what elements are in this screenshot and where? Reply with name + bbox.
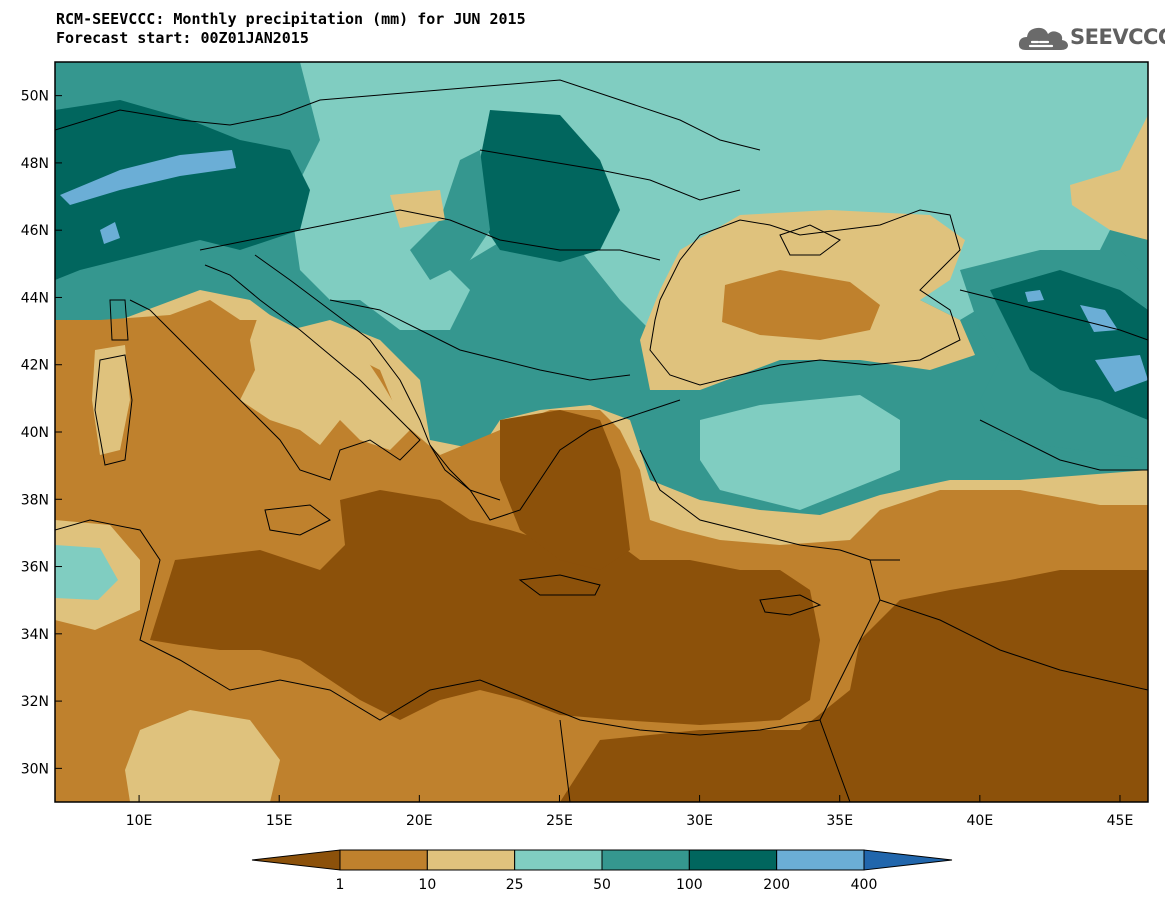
colorbar-box [339, 849, 428, 871]
coast-italy [129, 264, 421, 481]
colorbar-level-label: 400 [851, 877, 878, 893]
field-caucasus-blue [1080, 305, 1118, 332]
lat-tick-label: 30N [21, 761, 49, 777]
lon-tick-label: 20E [406, 813, 433, 829]
chart-title: RCM-SEEVCCC: Monthly precipitation (mm) … [56, 10, 526, 28]
lat-tick-label: 50N [21, 89, 49, 105]
lat-tick-label: 34N [21, 627, 49, 643]
colorbar-level-label: 25 [506, 877, 524, 893]
border-europe-1 [55, 79, 761, 151]
field-italy-tan [240, 310, 410, 450]
lon-tick-label: 45E [1107, 813, 1134, 829]
colorbar-box [688, 849, 778, 871]
colorbar-lower-extend [251, 849, 341, 871]
border-europe-2 [199, 209, 661, 261]
lon-tick-label: 40E [967, 813, 994, 829]
field-sardinia-tan [92, 345, 130, 455]
cloud-logo-icon [1018, 27, 1068, 50]
colorbar-level-label: 200 [763, 877, 790, 893]
coast-sicily [264, 504, 331, 536]
lat-tick-label: 42N [21, 358, 49, 374]
field-blacksea-brown [722, 270, 880, 340]
chart-subtitle: Forecast start: 00Z01JAN2015 [56, 29, 309, 47]
colorbar-level-label: 1 [336, 877, 345, 893]
coastlines-borders [55, 79, 1148, 802]
lon-tick-label: 35E [826, 813, 853, 829]
coast-cyprus [759, 594, 822, 616]
lat-tick-label: 46N [21, 223, 49, 239]
field-hungary-tan [390, 190, 445, 228]
field-east-tan [1070, 115, 1148, 240]
field-anatolia-teal [700, 395, 900, 510]
border-carpathians [479, 149, 741, 201]
lat-tick-label: 44N [21, 290, 49, 306]
field-caucasus-blue-2 [1095, 355, 1148, 392]
border-turkey-east [979, 419, 1148, 471]
lat-tick-label: 48N [21, 156, 49, 172]
colorbar-box [426, 849, 516, 871]
field-carpathian-teal [410, 150, 490, 280]
coast-turkey-south [639, 449, 900, 561]
lat-tick-label: 32N [21, 694, 49, 710]
lon-tick-label: 30E [686, 813, 713, 829]
coast-crete [518, 574, 601, 596]
colorbar-box [776, 849, 865, 871]
precipitation-map: 10E 15E 20E 25E 30E 35E 40E 45E 30N 32N 34N 36N 38N 4… [21, 61, 1149, 829]
lat-tick-label: 38N [21, 492, 49, 508]
field-alps-blue-2 [100, 222, 120, 244]
coast-crimea [779, 224, 841, 256]
colorbar-box [514, 849, 603, 871]
colorbar-level-label: 10 [418, 877, 436, 893]
field-arabia-darkbrown [560, 570, 1148, 802]
coast-adriatic-east [254, 254, 501, 501]
border-egypt [559, 719, 851, 802]
colorbar-labels: 1 10 25 50 100 200 400 [336, 877, 878, 893]
coast-greece [429, 399, 681, 521]
border-balkans [329, 299, 631, 381]
colorbar-box [601, 849, 690, 871]
coast-black-sea [649, 209, 961, 386]
lon-tick-label: 25E [546, 813, 573, 829]
colorbar-upper-extend [863, 849, 953, 871]
coast-corsica [109, 299, 129, 341]
coast-levant [819, 559, 881, 721]
seevccc-logo: SEEVCCC [1018, 22, 1165, 56]
coast-africa [55, 519, 821, 736]
field-caucasus-blue-3 [1025, 290, 1044, 302]
field-alps-blue [60, 150, 236, 205]
lat-tick-label: 40N [21, 425, 49, 441]
field-libya-tan [125, 710, 280, 802]
coast-sardinia [94, 354, 133, 466]
logo-text: SEEVCCC [1070, 25, 1165, 49]
axis-ticks: 10E 15E 20E 25E 30E 35E 40E 45E 30N 32N 34N 36N 38N 4… [21, 89, 1134, 829]
lon-tick-label: 15E [266, 813, 293, 829]
lat-tick-label: 36N [21, 560, 49, 576]
field-tunisia-teal [55, 545, 118, 600]
colorbar-level-label: 100 [676, 877, 703, 893]
border-middle-east [879, 599, 1148, 691]
colorbar-level-label: 50 [593, 877, 611, 893]
lon-tick-label: 10E [126, 813, 153, 829]
border-caucasus [959, 289, 1148, 341]
precipitation-field [55, 62, 1148, 802]
colorbar-boxes [251, 849, 953, 871]
field-med-darkbrown [150, 490, 820, 725]
chart-title-block: RCM-SEEVCCC: Monthly precipitation (mm) … [56, 10, 526, 48]
field-carpathian-dark [478, 110, 620, 262]
field-aegean-darkbrown [500, 410, 630, 570]
